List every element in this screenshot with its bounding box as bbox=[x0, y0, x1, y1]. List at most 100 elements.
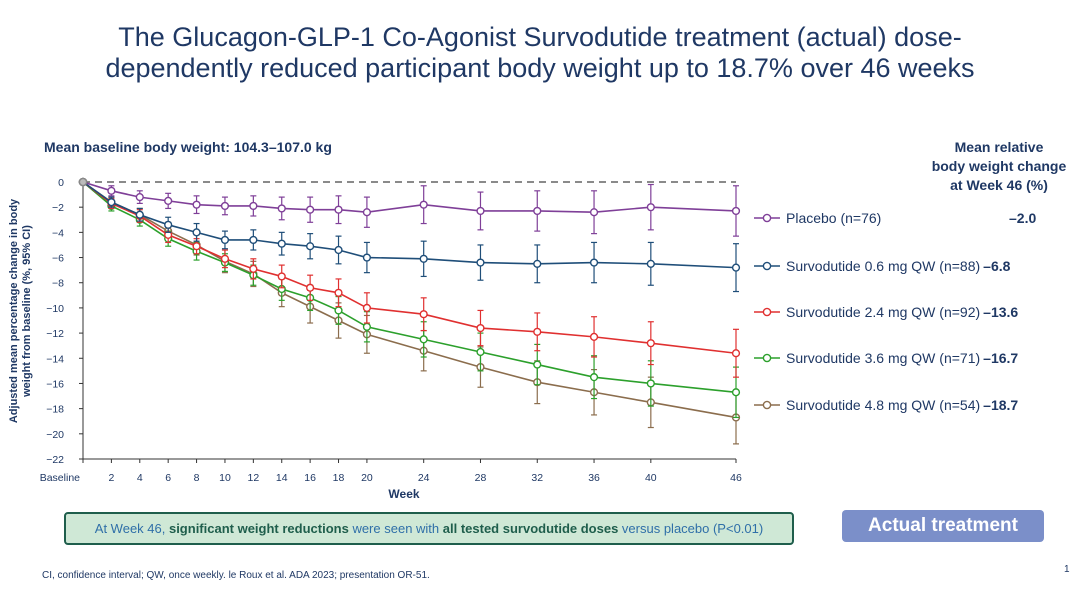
data-point bbox=[533, 259, 542, 268]
x-tick-label: 36 bbox=[588, 472, 600, 484]
title-line-2: dependently reduced participant body wei… bbox=[105, 53, 975, 83]
data-point bbox=[306, 242, 315, 251]
data-point bbox=[589, 258, 599, 267]
y-tick-label: −4 bbox=[52, 227, 64, 239]
week46-change-value: –2.0 bbox=[1009, 210, 1037, 226]
x-tick-label: 40 bbox=[645, 472, 657, 484]
change-header-line-3: at Week 46 (%) bbox=[950, 177, 1048, 193]
data-point bbox=[731, 263, 741, 272]
x-tick-label: 10 bbox=[219, 472, 231, 484]
data-point bbox=[731, 388, 741, 397]
y-axis-label-line-1: Adjusted mean percentage change in body bbox=[8, 198, 20, 423]
legend-item: Survodutide 4.8 mg QW (n=54) –18.7 bbox=[752, 394, 1072, 416]
data-point bbox=[107, 186, 116, 195]
y-axis-label-line-2: weight from baseline (%, 95% CI) bbox=[21, 225, 33, 398]
legend-item: Survodutide 2.4 mg QW (n=92) –13.6 bbox=[752, 301, 1072, 323]
data-point bbox=[135, 210, 144, 219]
data-point bbox=[646, 203, 655, 212]
data-point bbox=[334, 205, 343, 214]
slide-title: The Glucagon-GLP-1 Co-Agonist Survodutid… bbox=[40, 22, 1040, 84]
data-point bbox=[419, 335, 428, 344]
series-line bbox=[82, 181, 737, 394]
x-tick-label: 6 bbox=[165, 472, 171, 484]
data-point bbox=[362, 253, 372, 262]
baseline-weight-label: Mean baseline body weight: 104.3–107.0 k… bbox=[44, 139, 332, 155]
data-point bbox=[362, 208, 372, 217]
data-point bbox=[306, 205, 315, 214]
page-number: 1 bbox=[1064, 564, 1070, 575]
data-point bbox=[277, 272, 286, 281]
legend-label: Survodutide 3.6 mg QW (n=71) bbox=[786, 350, 981, 366]
data-point bbox=[249, 264, 258, 273]
data-point bbox=[277, 239, 286, 248]
data-point bbox=[533, 206, 542, 216]
data-point bbox=[249, 235, 258, 245]
data-point bbox=[419, 310, 428, 319]
data-point bbox=[192, 200, 201, 209]
x-tick-label: 28 bbox=[475, 472, 487, 484]
data-point bbox=[476, 323, 485, 333]
week46-change-value: –6.8 bbox=[983, 258, 1011, 274]
data-point bbox=[107, 198, 116, 207]
week46-change-value: –16.7 bbox=[983, 350, 1019, 366]
data-point bbox=[589, 373, 599, 382]
x-tick-label: 8 bbox=[194, 472, 200, 484]
legend-marker-icon bbox=[754, 261, 780, 271]
data-point bbox=[220, 235, 230, 245]
legend-item: Survodutide 0.6 mg QW (n=88) –6.8 bbox=[752, 255, 1072, 277]
callout-part-2: were seen with bbox=[348, 521, 443, 536]
series-line bbox=[82, 181, 737, 269]
legend-marker-icon bbox=[754, 353, 780, 363]
data-point bbox=[476, 206, 485, 216]
callout-part-3: versus placebo (P<0.01) bbox=[618, 521, 764, 536]
data-point bbox=[476, 347, 485, 357]
x-tick-label: 46 bbox=[730, 472, 742, 484]
legend-label: Survodutide 4.8 mg QW (n=54) bbox=[786, 397, 981, 413]
x-tick-label: 24 bbox=[418, 472, 430, 484]
legend-label: Survodutide 0.6 mg QW (n=88) bbox=[786, 258, 981, 274]
callout-part-1: At Week 46, bbox=[94, 521, 169, 536]
data-point bbox=[533, 327, 542, 336]
actual-treatment-button[interactable]: Actual treatment bbox=[842, 510, 1044, 542]
legend-item: Placebo (n=76) –2.0 bbox=[752, 207, 1072, 229]
data-point bbox=[135, 193, 144, 202]
callout-text: At Week 46, significant weight reduction… bbox=[95, 521, 763, 536]
y-tick-label: −20 bbox=[46, 429, 64, 441]
weight-change-chart: Adjusted mean percentage change in body … bbox=[8, 177, 742, 501]
data-point bbox=[589, 208, 599, 217]
x-tick-label: 18 bbox=[333, 472, 345, 484]
data-point bbox=[192, 242, 201, 251]
y-tick-label: −22 bbox=[46, 454, 64, 466]
week46-change-header: Mean relative body weight change at Week… bbox=[920, 138, 1078, 195]
title-line-1: The Glucagon-GLP-1 Co-Agonist Survodutid… bbox=[118, 22, 962, 52]
data-point bbox=[164, 196, 173, 205]
y-tick-label: −18 bbox=[46, 404, 64, 416]
x-tick-label: 12 bbox=[248, 472, 260, 484]
callout-bold-2: all tested survodutide doses bbox=[442, 521, 619, 536]
data-point bbox=[646, 379, 655, 388]
data-point bbox=[731, 206, 741, 216]
data-point bbox=[419, 200, 428, 209]
x-tick-label: 2 bbox=[108, 472, 114, 484]
data-point bbox=[419, 254, 428, 263]
data-point bbox=[334, 306, 343, 315]
series-line bbox=[82, 181, 737, 214]
week46-change-value: –13.6 bbox=[983, 304, 1019, 320]
data-point bbox=[362, 322, 372, 331]
x-tick-label: 4 bbox=[137, 472, 143, 484]
data-point bbox=[220, 201, 230, 211]
data-point bbox=[646, 339, 655, 348]
data-point bbox=[589, 332, 599, 341]
y-tick-label: −12 bbox=[46, 328, 64, 340]
footnote: CI, confidence interval; QW, once weekly… bbox=[42, 570, 430, 581]
y-tick-label: 0 bbox=[58, 177, 64, 189]
x-axis-label: Week bbox=[388, 487, 419, 501]
data-point bbox=[306, 283, 315, 292]
legend-marker-icon bbox=[754, 307, 780, 317]
legend-marker-icon bbox=[754, 400, 780, 410]
data-point bbox=[164, 220, 173, 229]
change-header-line-2: body weight change bbox=[931, 158, 1067, 174]
callout-bold-1: significant weight reductions bbox=[168, 521, 349, 536]
data-point bbox=[646, 259, 655, 268]
